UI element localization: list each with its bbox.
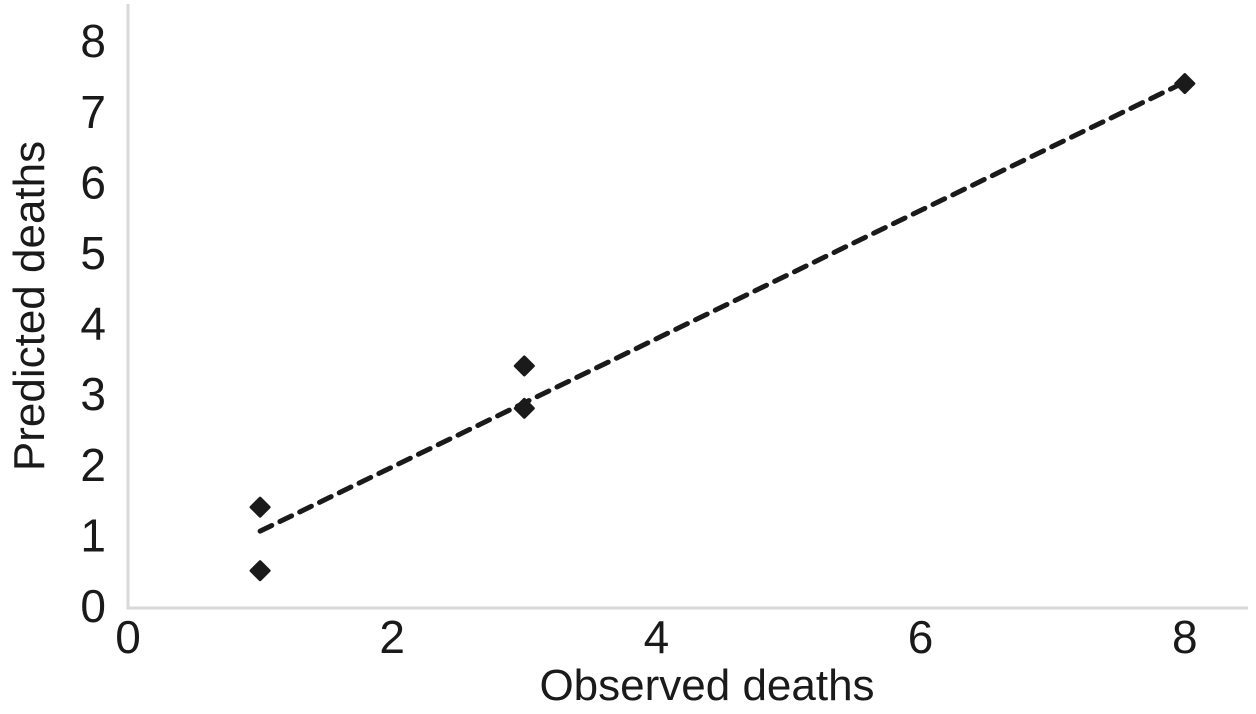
data-point bbox=[513, 355, 535, 377]
trendline bbox=[257, 79, 1188, 534]
y-axis-title: Predicted deaths bbox=[5, 141, 54, 471]
y-tick-label: 1 bbox=[80, 509, 106, 561]
y-tick-label: 6 bbox=[80, 156, 106, 208]
y-tick-label: 7 bbox=[80, 86, 106, 138]
x-tick-labels: 0 2 4 6 8 bbox=[115, 611, 1197, 663]
x-tick-label: 4 bbox=[644, 611, 670, 663]
y-tick-label: 3 bbox=[80, 368, 106, 420]
y-tick-label: 5 bbox=[80, 227, 106, 279]
x-axis-title: Observed deaths bbox=[539, 661, 874, 710]
data-point bbox=[1174, 73, 1196, 95]
x-tick-label: 6 bbox=[908, 611, 934, 663]
data-point bbox=[513, 397, 535, 419]
y-tick-labels: 0 1 2 3 4 5 6 7 8 bbox=[80, 15, 106, 632]
data-points-group bbox=[249, 73, 1196, 582]
data-point bbox=[249, 496, 271, 518]
data-point bbox=[249, 560, 271, 582]
x-tick-label: 0 bbox=[115, 611, 141, 663]
x-tick-label: 2 bbox=[379, 611, 405, 663]
y-tick-label: 2 bbox=[80, 439, 106, 491]
trendline-group bbox=[257, 79, 1188, 534]
y-tick-label: 4 bbox=[80, 298, 106, 350]
x-tick-label: 8 bbox=[1172, 611, 1198, 663]
y-tick-label: 0 bbox=[80, 580, 106, 632]
y-tick-label: 8 bbox=[80, 15, 106, 67]
